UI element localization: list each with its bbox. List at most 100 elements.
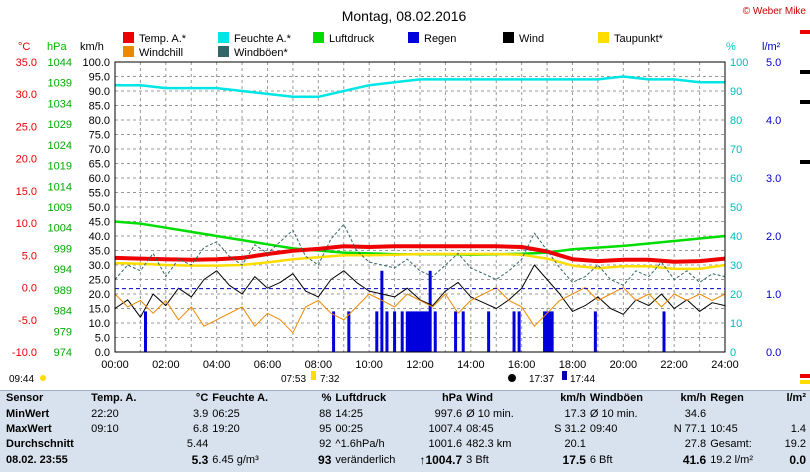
rain-bar: [662, 311, 666, 352]
pressure-tick-label: 1034: [48, 98, 72, 110]
x-tick-label: 20:00: [610, 359, 638, 371]
summary-cell: 5.3: [191, 452, 209, 467]
pressure-tick-label: 989: [54, 285, 72, 297]
pressure-tick-label: 994: [54, 264, 72, 276]
summary-cell: 3 Bft: [466, 453, 489, 466]
rain-bar: [426, 311, 430, 352]
pressure-tick-label: 1009: [48, 202, 72, 214]
rain-bar: [332, 311, 336, 352]
summary-header-cell: km/h: [680, 392, 707, 405]
wind-tick-label: 95.0: [89, 72, 110, 84]
summary-cell: 93: [318, 452, 332, 467]
rain-bar: [550, 311, 554, 352]
right-edge-bars: [800, 30, 810, 384]
humidity-tick-label: 30: [730, 260, 742, 272]
summary-cell: 17.5: [562, 452, 586, 467]
summary-cell: Ø 10 min.: [589, 407, 638, 420]
summary-header-cell: Temp. A.: [91, 392, 137, 405]
summary-cell: N 77.1: [673, 422, 707, 435]
annotation-dawn: 07:53: [281, 374, 306, 385]
humidity-tick-label: 10: [730, 318, 742, 330]
annotation-sunrise-left: 09:44: [9, 374, 34, 385]
rain-tick-label: 2.0: [766, 231, 781, 243]
rain-unit-label: l/m²: [762, 41, 781, 53]
summary-cell: 41.6: [682, 452, 707, 467]
humidity-tick-label: 40: [730, 231, 742, 243]
x-tick-label: 00:00: [101, 359, 129, 371]
pressure-tick-label: 1024: [48, 140, 72, 152]
svg-text:Taupunkt*: Taupunkt*: [614, 33, 664, 45]
summary-cell: 19:20: [212, 422, 240, 435]
svg-text:Windböen*: Windböen*: [234, 47, 289, 59]
rain-tick-label: 4.0: [766, 115, 781, 127]
legend-item-gusts: Windböen*: [218, 46, 289, 59]
rain-bar: [487, 311, 491, 352]
summary-cell: 08.02. 23:55: [6, 453, 68, 466]
pressure-tick-label: 1019: [48, 161, 72, 173]
summary-panel: Sensor Temp. A. °C Feuchte A. % Luftdruc…: [0, 390, 810, 472]
wind-tick-label: 85.0: [89, 101, 110, 113]
annotation-dusk: 17:44: [570, 374, 595, 385]
summary-cell: 88: [319, 407, 332, 420]
summary-cell: 17.3: [564, 407, 586, 420]
wind-tick-label: 40.0: [89, 231, 110, 243]
summary-cell: ^1.6hPa/h: [335, 438, 385, 451]
summary-cell: 22:20: [91, 407, 119, 420]
wind-tick-label: 20.0: [89, 289, 110, 301]
humidity-tick-label: 60: [730, 173, 742, 185]
humidity-tick-label: 20: [730, 289, 742, 301]
summary-cell: [783, 406, 808, 421]
pressure-unit-label: hPa: [47, 41, 67, 53]
summary-cell: Durchschnitt: [6, 438, 74, 451]
annotation-sunset: 17:37: [529, 374, 554, 385]
rain-bar: [461, 311, 465, 352]
rain-bar: [393, 311, 397, 352]
summary-cell: 20.1: [564, 438, 586, 451]
summary-header-cell: l/m²: [786, 392, 806, 405]
rain-bar: [144, 311, 147, 352]
svg-text:Regen: Regen: [424, 33, 456, 45]
rain-tick-label: 5.0: [766, 57, 781, 69]
x-tick-label: 08:00: [305, 359, 333, 371]
rain-bar: [593, 311, 597, 352]
legend-item-rain: Regen: [408, 32, 456, 45]
summary-cell: 6.8: [192, 422, 209, 435]
x-tick-label: 14:00: [457, 359, 485, 371]
rain-bar: [385, 311, 389, 352]
temp-tick-label: 15.0: [16, 186, 37, 198]
summary-cell: 10:45: [710, 422, 738, 435]
temp-tick-label: 0.0: [22, 283, 37, 295]
pressure-tick-label: 1039: [48, 78, 72, 90]
summary-cell: 27.8: [684, 438, 707, 451]
rain-bar: [413, 311, 417, 352]
wind-tick-label: 30.0: [89, 260, 110, 272]
legend-item-dewpoint: Taupunkt*: [598, 32, 664, 45]
summary-cell: 19.2: [784, 438, 806, 451]
temp-tick-label: -5.0: [18, 315, 37, 327]
wind-tick-label: 65.0: [89, 159, 110, 171]
rain-bar: [517, 311, 521, 352]
sun-icon-left: [40, 375, 46, 381]
humidity-tick-label: 50: [730, 202, 742, 214]
summary-header-cell: Wind: [466, 392, 493, 405]
pressure-tick-label: 1004: [48, 223, 72, 235]
x-tick-label: 22:00: [660, 359, 688, 371]
temp-tick-label: 5.0: [22, 250, 37, 262]
summary-cell: [708, 406, 782, 421]
rain-tick-label: 1.0: [766, 289, 781, 301]
summary-cell: 00:25: [335, 422, 363, 435]
rain-bar: [433, 311, 437, 352]
summary-cell: [588, 437, 653, 452]
humidity-tick-label: 0: [730, 347, 736, 359]
summary-cell: 09:40: [589, 422, 618, 435]
series-line-windchill: [114, 287, 726, 334]
summary-cell: 1.4: [790, 422, 806, 435]
pressure-tick-label: 974: [54, 347, 72, 359]
wind-tick-label: 60.0: [89, 173, 110, 185]
pressure-tick-label: 984: [54, 306, 72, 318]
wind-tick-label: 5.0: [95, 333, 110, 345]
summary-cell: 95: [319, 422, 332, 435]
wind-tick-label: 35.0: [89, 246, 110, 258]
summary-header-cell: Sensor: [6, 392, 44, 405]
wind-tick-label: 0.0: [95, 347, 110, 359]
